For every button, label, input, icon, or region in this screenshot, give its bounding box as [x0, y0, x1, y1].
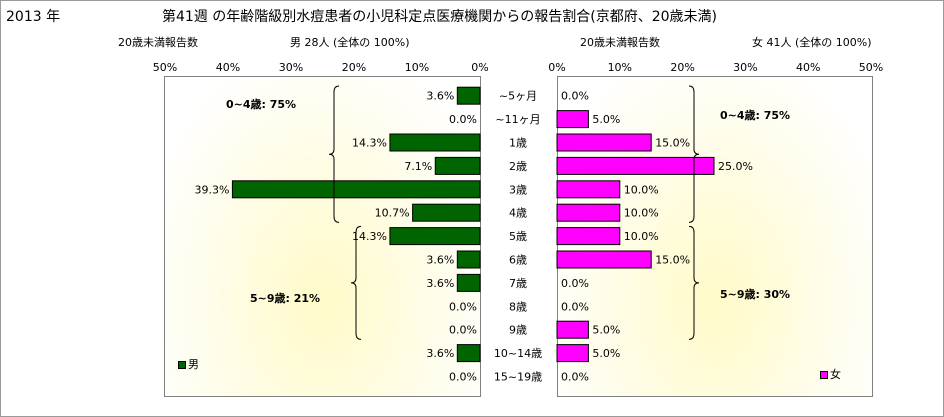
x-tick-label-left: 40% [216, 61, 240, 74]
female-5-9-bracket [688, 225, 700, 340]
male-value-label: 3.6% [426, 347, 454, 360]
x-tick-label-left: 0% [471, 61, 488, 74]
category-label: 8歳 [509, 300, 527, 313]
male-bar [456, 86, 481, 105]
male-bar [456, 250, 481, 269]
category-label: 9歳 [509, 324, 527, 337]
male-value-label: 7.1% [404, 160, 432, 173]
female-legend-label: 女 [830, 368, 841, 381]
category-label: 5歳 [509, 230, 527, 243]
male-bar [389, 133, 481, 152]
female-value-label: 15.0% [655, 254, 690, 267]
male-value-label: 3.6% [426, 277, 454, 290]
category-label: 10~14歳 [494, 347, 542, 360]
female-value-label: 15.0% [655, 137, 690, 150]
female-bar [556, 320, 589, 339]
category-label: 2歳 [509, 160, 527, 173]
male-bar [434, 156, 481, 175]
male-value-label: 3.6% [426, 254, 454, 267]
male-value-label: 0.0% [449, 324, 477, 337]
female-value-label: 5.0% [592, 324, 620, 337]
male-value-label: 0.0% [449, 300, 477, 313]
left-count: 男 28人 (全体の 100%) [290, 36, 410, 49]
male-bar [412, 203, 481, 222]
right-count: 女 41人 (全体の 100%) [752, 36, 872, 49]
female-value-label: 0.0% [561, 277, 589, 290]
male-value-label: 14.3% [352, 137, 387, 150]
category-label: ~5ヶ月 [499, 90, 537, 103]
female-value-label: 0.0% [561, 300, 589, 313]
female-bar [556, 110, 589, 129]
female-legend-swatch [820, 371, 828, 379]
category-label: 1歳 [509, 137, 527, 150]
x-tick-label-left: 30% [279, 61, 303, 74]
female-bar [556, 203, 621, 222]
female-bar [556, 180, 621, 199]
female-bar [556, 156, 715, 175]
female-0-4-bracket [688, 85, 700, 223]
male-legend: 男 [178, 356, 199, 372]
male-bar [231, 180, 481, 199]
female-value-label: 5.0% [592, 347, 620, 360]
male-0-4-annotation: 0~4歳: 75% [226, 98, 297, 111]
female-bar [556, 344, 589, 363]
category-label: ~11ヶ月 [495, 113, 540, 126]
female-value-label: 10.0% [624, 183, 659, 196]
category-label: 7歳 [509, 277, 527, 290]
year-label: 2013 年 [6, 9, 61, 25]
category-label: 4歳 [509, 207, 527, 220]
male-legend-label: 男 [188, 358, 199, 371]
female-bar [556, 227, 621, 246]
male-value-label: 39.3% [194, 183, 229, 196]
male-legend-swatch [178, 361, 186, 369]
male-0-4-bracket [328, 85, 340, 223]
female-value-label: 0.0% [561, 371, 589, 384]
chart-title: 第41週 の年齢階級別水痘患者の小児科定点医療機関からの報告割合(京都府、20歳… [162, 9, 718, 25]
female-value-label: 5.0% [592, 113, 620, 126]
female-value-label: 25.0% [718, 160, 753, 173]
male-bar [456, 344, 481, 363]
x-tick-label-right: 40% [796, 61, 820, 74]
x-tick-label-right: 0% [548, 61, 565, 74]
right-subtitle: 20歳未満報告数 [580, 36, 660, 49]
category-label: 6歳 [509, 254, 527, 267]
female-value-label: 0.0% [561, 90, 589, 103]
left-subtitle: 20歳未満報告数 [118, 36, 198, 49]
female-value-label: 10.0% [624, 207, 659, 220]
x-tick-label-right: 20% [670, 61, 694, 74]
male-value-label: 10.7% [375, 207, 410, 220]
category-label: 15~19歳 [494, 371, 542, 384]
female-bar [556, 250, 652, 269]
x-tick-label-right: 10% [608, 61, 632, 74]
male-bar [389, 227, 481, 246]
x-tick-label-left: 10% [405, 61, 429, 74]
female-bar [556, 133, 652, 152]
x-tick-label-right: 50% [859, 61, 883, 74]
x-tick-label-left: 20% [342, 61, 366, 74]
male-5-9-annotation: 5~9歳: 21% [250, 292, 321, 305]
male-value-label: 14.3% [352, 230, 387, 243]
female-legend: 女 [820, 366, 841, 382]
male-value-label: 0.0% [449, 371, 477, 384]
category-label: 3歳 [509, 183, 527, 196]
female-value-label: 10.0% [624, 230, 659, 243]
female-0-4-annotation: 0~4歳: 75% [720, 109, 791, 122]
x-tick-label-left: 50% [153, 61, 177, 74]
male-value-label: 0.0% [449, 113, 477, 126]
male-5-9-bracket [350, 225, 362, 340]
male-bar [456, 273, 481, 292]
male-value-label: 3.6% [426, 90, 454, 103]
x-tick-label-right: 30% [733, 61, 757, 74]
female-5-9-annotation: 5~9歳: 30% [720, 288, 791, 301]
